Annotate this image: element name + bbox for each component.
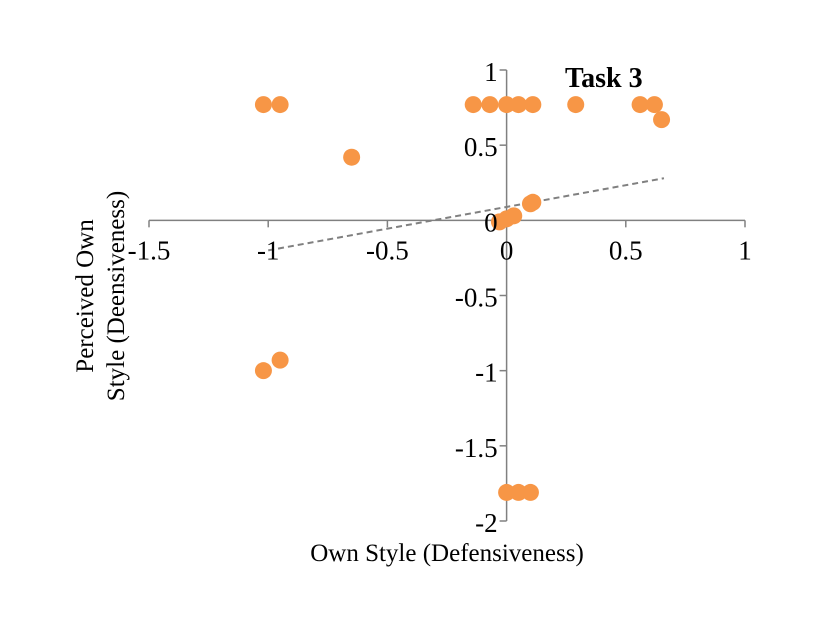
y-axis-title-line-2: Style (Deensiveness) bbox=[103, 191, 130, 401]
chart-title: Task 3 bbox=[565, 63, 643, 94]
trendline bbox=[268, 177, 665, 252]
data-point bbox=[254, 362, 272, 380]
data-point bbox=[343, 148, 361, 166]
data-point bbox=[271, 351, 289, 369]
data-point bbox=[645, 96, 663, 114]
data-point bbox=[510, 96, 528, 114]
x-tick-label: 0.5 bbox=[609, 235, 643, 265]
data-point bbox=[524, 96, 542, 114]
data-point bbox=[524, 193, 542, 211]
data-point bbox=[653, 111, 671, 129]
x-tick-label: 0 bbox=[500, 235, 514, 265]
y-tick-label: -1 bbox=[475, 358, 498, 388]
y-axis-title-line-1: Perceived Own bbox=[72, 219, 99, 373]
y-tick-label: -1.5 bbox=[455, 433, 498, 463]
y-tick-label: 0 bbox=[484, 207, 498, 237]
x-tick-label: -1 bbox=[257, 235, 280, 265]
y-tick-label: -2 bbox=[475, 508, 498, 538]
points-group bbox=[254, 96, 671, 501]
data-point bbox=[481, 96, 499, 114]
data-point bbox=[498, 96, 516, 114]
y-tick-labels: 1 0.5 0 -0.5 -1 -1.5 -2 bbox=[455, 57, 498, 538]
data-point bbox=[464, 96, 482, 114]
axes bbox=[148, 69, 746, 522]
x-tick-label: -1.5 bbox=[128, 235, 171, 265]
data-point bbox=[510, 483, 528, 501]
data-point bbox=[498, 483, 516, 501]
data-point bbox=[521, 483, 539, 501]
data-point bbox=[631, 96, 649, 114]
data-point bbox=[567, 96, 585, 114]
x-tick-label: 1 bbox=[738, 235, 752, 265]
x-tick-labels: -1.5 -1 -0.5 0 0.5 1 bbox=[128, 235, 752, 265]
y-tick-label: -0.5 bbox=[455, 283, 498, 313]
trendline-group bbox=[268, 177, 665, 252]
x-axis-title: Own Style (Defensiveness) bbox=[310, 540, 584, 567]
data-point bbox=[254, 96, 272, 114]
y-tick-label: 1 bbox=[484, 57, 498, 87]
data-point bbox=[505, 207, 523, 225]
y-tick-label: 0.5 bbox=[464, 132, 498, 162]
data-point bbox=[271, 96, 289, 114]
x-tick-label: -0.5 bbox=[366, 235, 409, 265]
